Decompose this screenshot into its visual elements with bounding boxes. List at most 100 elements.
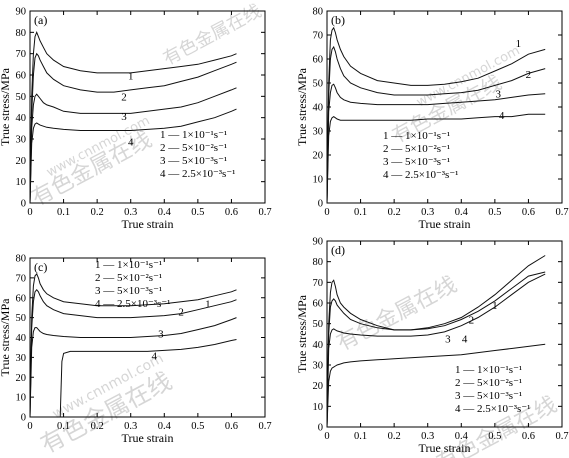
panel-c: 0 0.1 0.2 0.3 0.4 0.5 0.6 0.7 0 10 20 30 40 50 60 70 80 T… bbox=[0, 254, 272, 446]
x-tick-label: 0.1 bbox=[57, 421, 70, 432]
x-tick-label: 0.6 bbox=[225, 207, 238, 218]
y-tick-label: 80 bbox=[16, 254, 27, 265]
y-tick-label: 10 bbox=[313, 175, 324, 186]
x-tick-label: 0.7 bbox=[258, 421, 271, 432]
panel-tag: (c) bbox=[34, 260, 47, 274]
x-axis-label: True strain bbox=[122, 217, 174, 231]
y-tick-label: 70 bbox=[16, 273, 27, 284]
series-label-1: 1 bbox=[128, 70, 134, 82]
plot-frame bbox=[29, 10, 266, 204]
series-line-3 bbox=[326, 273, 546, 428]
series-line-4 bbox=[326, 343, 546, 428]
series-line-2 bbox=[29, 289, 237, 418]
series-line-1 bbox=[326, 271, 546, 428]
x-tick-label: 0.2 bbox=[388, 431, 401, 442]
y-tick-label: 10 bbox=[16, 393, 27, 404]
panel-tag: (a) bbox=[34, 13, 47, 27]
x-tick-label: 0.1 bbox=[57, 207, 70, 218]
series-line-2 bbox=[326, 45, 546, 204]
y-tick-label: 40 bbox=[16, 333, 27, 344]
y-tick-label: 40 bbox=[313, 340, 324, 351]
y-tick-label: 80 bbox=[313, 7, 324, 18]
legend-entry: 2 — 5×10⁻²s⁻¹ bbox=[95, 272, 162, 284]
series-label-4: 4 bbox=[499, 110, 505, 122]
legend-entry: 1 — 1×10⁻¹s⁻¹ bbox=[383, 130, 450, 142]
y-tick-label: 0 bbox=[318, 199, 323, 210]
y-tick-label: 0 bbox=[21, 413, 26, 424]
x-tick-label: 0.3 bbox=[124, 207, 137, 218]
y-tick-label: 20 bbox=[313, 381, 324, 392]
x-axis-label: True strain bbox=[419, 441, 471, 455]
y-tick-label: 70 bbox=[313, 278, 324, 289]
y-axis-label: True stress/MPa bbox=[0, 67, 12, 146]
x-tick-label: 0.2 bbox=[91, 207, 104, 218]
series-label-3: 3 bbox=[445, 333, 451, 345]
series-line-4 bbox=[29, 108, 237, 204]
series-line-1 bbox=[326, 26, 546, 204]
y-tick-label: 50 bbox=[313, 79, 324, 90]
series-line-1 bbox=[29, 30, 237, 204]
series-label-2: 2 bbox=[178, 307, 184, 319]
x-tick-label: 0.4 bbox=[158, 421, 172, 432]
x-tick-label: 0.4 bbox=[455, 207, 469, 218]
panel-b: 0 0.1 0.2 0.3 0.4 0.5 0.6 0.7 0 10 20 30 40 50 60 70 80 T… bbox=[295, 7, 569, 232]
series-line-3 bbox=[326, 83, 546, 204]
y-tick-label: 30 bbox=[16, 353, 27, 364]
x-tick-label: 0.4 bbox=[455, 431, 469, 442]
x-tick-label: 0.3 bbox=[124, 421, 137, 432]
y-tick-label: 50 bbox=[16, 92, 27, 103]
x-tick-label: 0.7 bbox=[258, 207, 271, 218]
legend-entry: 4 — 2.5×10⁻³s⁻¹ bbox=[383, 169, 458, 181]
series-label-1: 1 bbox=[492, 300, 498, 312]
legend-entry: 1 — 1×10⁻¹s⁻¹ bbox=[95, 259, 162, 271]
y-tick-label: 10 bbox=[313, 402, 324, 413]
y-axis-label: True stress/MPa bbox=[295, 294, 309, 373]
y-tick-label: 0 bbox=[318, 423, 323, 434]
y-axis-label: True stress/MPa bbox=[295, 67, 309, 146]
legend-entry: 3 — 5×10⁻³s⁻¹ bbox=[383, 156, 450, 168]
x-tick-label: 0.2 bbox=[91, 421, 104, 432]
y-tick-label: 60 bbox=[313, 299, 324, 310]
y-tick-label: 60 bbox=[313, 55, 324, 66]
series-line-3 bbox=[29, 317, 237, 418]
y-tick-label: 50 bbox=[313, 319, 324, 330]
panel-tag: (b) bbox=[331, 13, 345, 27]
y-tick-label: 20 bbox=[16, 156, 27, 167]
series-label-1: 1 bbox=[516, 38, 522, 50]
legend-entry: 2 — 5×10⁻²s⁻¹ bbox=[383, 143, 450, 155]
y-tick-label: 40 bbox=[16, 113, 27, 124]
series-label-4: 4 bbox=[128, 136, 134, 148]
y-tick-label: 30 bbox=[313, 127, 324, 138]
legend-entry: 2 — 5×10⁻²s⁻¹ bbox=[455, 377, 522, 389]
x-tick-label: 0.6 bbox=[522, 431, 535, 442]
x-tick-label: 0.5 bbox=[191, 421, 204, 432]
x-tick-label: 0.5 bbox=[488, 207, 501, 218]
series-line-3 bbox=[29, 87, 237, 204]
series-label-3: 3 bbox=[121, 111, 127, 123]
x-tick-label: 0.6 bbox=[225, 421, 238, 432]
legend-entry: 1 — 1×10⁻¹s⁻¹ bbox=[160, 129, 227, 141]
legend-entry: 3 — 5×10⁻³s⁻¹ bbox=[455, 390, 522, 402]
legend-entry: 3 — 5×10⁻³s⁻¹ bbox=[160, 155, 227, 167]
x-tick-label: 0.3 bbox=[421, 207, 434, 218]
x-tick-label: 0.1 bbox=[354, 207, 367, 218]
panel-tag: (d) bbox=[331, 243, 345, 257]
series-line-1 bbox=[29, 272, 237, 418]
series-line-4 bbox=[59, 339, 237, 418]
series-label-4: 4 bbox=[462, 333, 468, 345]
x-tick-label: 0.2 bbox=[388, 207, 401, 218]
panel-a: 0 0.1 0.2 0.3 0.4 0.5 0.6 0.7 0 10 20 30 40 50 60 70 80 9… bbox=[0, 7, 272, 232]
series-label-2: 2 bbox=[526, 69, 532, 81]
y-tick-label: 50 bbox=[16, 313, 27, 324]
x-tick-label: 0.6 bbox=[522, 207, 535, 218]
y-tick-label: 30 bbox=[16, 135, 27, 146]
x-tick-label: 0.1 bbox=[354, 431, 367, 442]
y-tick-label: 40 bbox=[313, 103, 324, 114]
y-tick-label: 80 bbox=[313, 257, 324, 268]
y-tick-label: 0 bbox=[21, 199, 26, 210]
x-axis-label: True strain bbox=[122, 431, 174, 445]
x-tick-label: 0 bbox=[27, 207, 32, 218]
y-tick-label: 70 bbox=[313, 31, 324, 42]
x-axis-label: True strain bbox=[419, 217, 471, 231]
